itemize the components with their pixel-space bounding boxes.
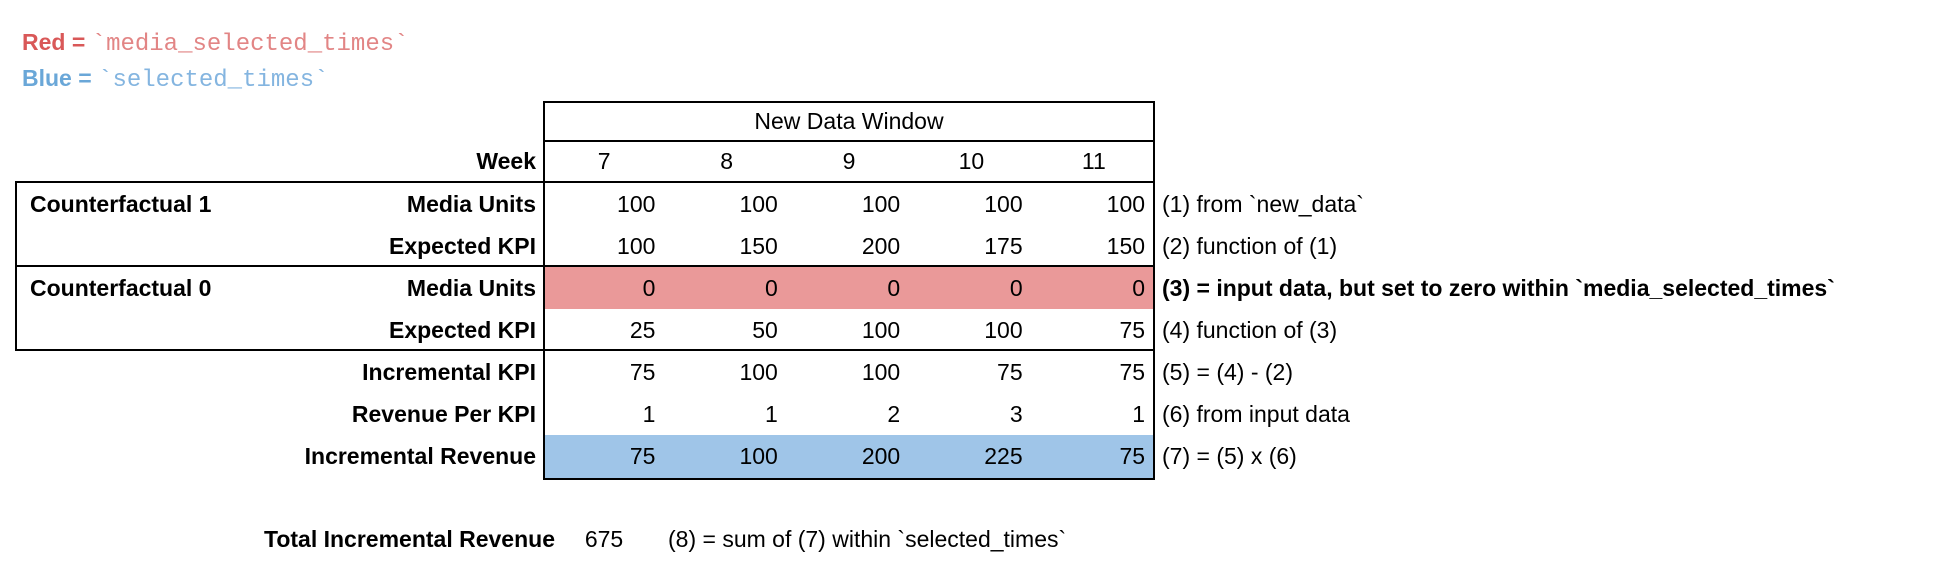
legend-red-line: Red = `media_selected_times` (22, 24, 409, 60)
data-cell: 150 (1106, 232, 1146, 259)
week-cell: 11 (1081, 148, 1106, 174)
data-cell: 75 (1119, 442, 1146, 469)
data-cell: 100 (861, 358, 901, 385)
data-cell: 100 (739, 190, 778, 217)
data-cell: 100 (617, 232, 656, 259)
data-cell: 100 (984, 316, 1023, 343)
row-annotation: (3) = input data, but set to zero within… (1162, 274, 1835, 301)
data-cell: 100 (861, 316, 901, 343)
week-cell: 8 (720, 148, 733, 174)
legend-blue-line: Blue = `selected_times` (22, 60, 409, 96)
total-label: Total Incremental Revenue (264, 525, 555, 552)
table-gridline (545, 349, 1153, 351)
data-cell: 75 (1119, 316, 1146, 343)
legend-blue-code: `selected_times` (98, 67, 329, 94)
data-cell: 225 (984, 442, 1023, 469)
red-highlight-band (545, 267, 1153, 309)
table-header: New Data Window (754, 108, 944, 134)
table-row: 75 100 200 225 75 (543, 435, 1155, 477)
row-label: Revenue Per KPI (351, 400, 536, 427)
legend-red-label: Red = (22, 29, 86, 55)
data-cell: 0 (887, 274, 901, 301)
group-label-counterfactual-1: Counterfactual 1 (30, 190, 212, 217)
legend: Red = `media_selected_times` Blue = `sel… (22, 24, 409, 96)
data-cell: 200 (861, 232, 901, 259)
counterfactual-groups-outline (15, 181, 545, 351)
table-gridline (545, 181, 1153, 183)
data-cell: 1 (642, 400, 656, 427)
table-row: 100 100 100 100 100 (543, 183, 1155, 225)
row-annotation: (6) from input data (1162, 400, 1350, 427)
row-annotation: (7) = (5) x (6) (1162, 442, 1297, 469)
total-annotation: (8) = sum of (7) within `selected_times` (668, 525, 1067, 552)
data-cell: 100 (617, 190, 656, 217)
data-cell: 100 (861, 190, 901, 217)
data-cell: 75 (629, 358, 656, 385)
data-cell: 0 (765, 274, 778, 301)
data-cell: 3 (1009, 400, 1023, 427)
data-cell: 0 (1132, 274, 1146, 301)
data-cell: 0 (642, 274, 656, 301)
week-row-label: Week (476, 148, 536, 174)
data-cell: 50 (752, 316, 778, 343)
data-cell: 25 (629, 316, 656, 343)
table-row: 0 0 0 0 0 (543, 267, 1155, 309)
row-label: Media Units (406, 274, 536, 301)
data-cell: 100 (1106, 190, 1146, 217)
data-cell: 0 (1009, 274, 1023, 301)
row-label: Expected KPI (389, 316, 536, 343)
table-row: 25 50 100 100 75 (543, 309, 1155, 351)
table-row: 1 1 2 3 1 (543, 393, 1155, 435)
data-cell: 75 (997, 358, 1023, 385)
row-annotation: (5) = (4) - (2) (1162, 358, 1293, 385)
data-cell: 2 (887, 400, 901, 427)
row-label: Incremental KPI (362, 358, 536, 385)
row-label: Incremental Revenue (304, 442, 536, 469)
table-row: 75 100 100 75 75 (543, 351, 1155, 393)
row-annotation: (2) function of (1) (1162, 232, 1338, 259)
data-cell: 200 (861, 442, 901, 469)
group-label-counterfactual-0: Counterfactual 0 (30, 274, 212, 301)
table-row: 100 150 200 175 150 (543, 225, 1155, 267)
legend-blue-label: Blue = (22, 65, 92, 91)
data-cell: 100 (739, 358, 778, 385)
legend-red-code: `media_selected_times` (91, 31, 409, 58)
data-cell: 150 (739, 232, 778, 259)
blue-highlight-band (545, 435, 1153, 478)
data-cell: 1 (1132, 400, 1146, 427)
data-cell: 1 (765, 400, 778, 427)
table-gridline (545, 140, 1153, 142)
row-annotation: (4) function of (3) (1162, 316, 1338, 343)
data-cell: 100 (984, 190, 1023, 217)
table-gridline (17, 265, 543, 267)
week-cell: 10 (958, 148, 985, 174)
data-cell: 75 (1119, 358, 1146, 385)
data-cell: 75 (629, 442, 656, 469)
week-cells: 7 8 9 10 11 (543, 142, 1155, 181)
row-annotation: (1) from `new_data` (1162, 190, 1364, 217)
week-cell: 9 (842, 148, 856, 174)
week-cell: 7 (597, 148, 611, 174)
table-gridline (545, 265, 1153, 267)
data-cell: 100 (739, 442, 778, 469)
row-label: Expected KPI (389, 232, 536, 259)
row-label: Media Units (406, 190, 536, 217)
data-cell: 175 (984, 232, 1023, 259)
total-value: 675 (584, 525, 624, 552)
